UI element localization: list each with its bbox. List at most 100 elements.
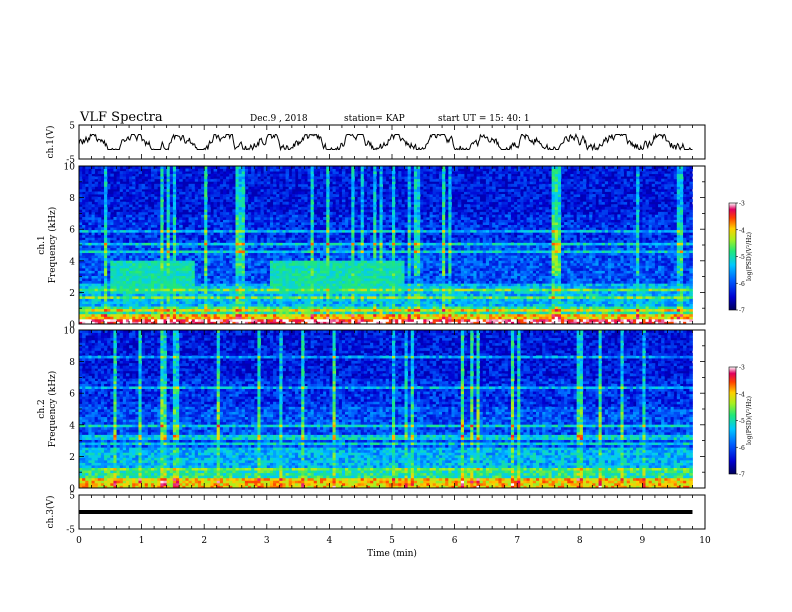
spectrogram-cell bbox=[270, 225, 274, 228]
spectrogram-cell bbox=[217, 212, 221, 215]
spectrogram-cell bbox=[267, 260, 271, 263]
spectrogram-cell bbox=[257, 171, 261, 174]
spectrogram-cell bbox=[295, 299, 299, 302]
spectrogram-cell bbox=[336, 207, 340, 210]
spectrogram-cell bbox=[336, 255, 340, 258]
spectrogram-cell bbox=[123, 202, 127, 205]
spectrogram-cell bbox=[148, 306, 152, 309]
spectrogram-cell bbox=[226, 197, 230, 200]
spectrogram-cell bbox=[226, 283, 230, 286]
spectrogram-cell bbox=[292, 250, 296, 253]
spectrogram-cell bbox=[236, 171, 240, 174]
spectrogram-cell bbox=[117, 184, 121, 187]
spectrogram-cell bbox=[229, 230, 233, 233]
spectrogram-cell bbox=[214, 181, 218, 184]
spectrogram-cell bbox=[270, 191, 274, 194]
spectrogram-cell bbox=[179, 199, 183, 202]
spectrogram-cell bbox=[126, 281, 130, 284]
spectrogram-cell bbox=[160, 291, 164, 294]
spectrogram-cell bbox=[164, 242, 168, 245]
spectrogram-cell bbox=[170, 174, 174, 177]
spectrogram-cell bbox=[279, 316, 283, 319]
spectrogram-cell bbox=[307, 207, 311, 210]
spectrogram-cell bbox=[336, 194, 340, 197]
spectrogram-cell bbox=[95, 316, 99, 319]
spectrogram-cell bbox=[336, 181, 340, 184]
spectrogram-cell bbox=[148, 179, 152, 182]
spectrogram-cell bbox=[104, 186, 108, 189]
spectrogram-cell bbox=[214, 309, 218, 312]
spectrogram-cell bbox=[204, 169, 208, 172]
spectrogram-cell bbox=[167, 311, 171, 314]
spectrogram-cell bbox=[304, 212, 308, 215]
spectrogram-cell bbox=[329, 240, 333, 243]
spectrogram-cell bbox=[311, 169, 315, 172]
spectrogram-cell bbox=[261, 202, 265, 205]
spectrogram-cell bbox=[185, 283, 189, 286]
spectrogram-cell bbox=[173, 220, 177, 223]
spectrogram-cell bbox=[210, 288, 214, 291]
spectrogram-cell bbox=[79, 240, 83, 243]
spectrogram-cell bbox=[170, 217, 174, 220]
spectrogram-cell bbox=[167, 255, 171, 258]
spectrogram-cell bbox=[286, 253, 290, 256]
spectrogram-cell bbox=[273, 250, 277, 253]
spectrogram-cell bbox=[351, 316, 355, 319]
spectrogram-cell bbox=[342, 227, 346, 230]
spectrogram-cell bbox=[311, 299, 315, 302]
spectrogram-cell bbox=[170, 176, 174, 179]
spectrogram-cell bbox=[251, 276, 255, 279]
spectrogram-cell bbox=[148, 276, 152, 279]
spectrogram-cell bbox=[276, 212, 280, 215]
spectrogram-cell bbox=[101, 293, 105, 296]
spectrogram-cell bbox=[138, 242, 142, 245]
spectrogram-cell bbox=[239, 237, 243, 240]
spectrogram-cell bbox=[164, 260, 168, 263]
spectrogram-cell bbox=[295, 240, 299, 243]
spectrogram-cell bbox=[82, 220, 86, 223]
spectrogram-cell bbox=[236, 222, 240, 225]
spectrogram-cell bbox=[298, 242, 302, 245]
spectrogram-cell bbox=[248, 207, 252, 210]
spectrogram-cell bbox=[210, 304, 214, 307]
spectrogram-cell bbox=[138, 186, 142, 189]
spectrogram-cell bbox=[164, 171, 168, 174]
spectrogram-cell bbox=[157, 199, 161, 202]
spectrogram-cell bbox=[98, 248, 102, 251]
spectrogram-cell bbox=[329, 293, 333, 296]
spectrogram-cell bbox=[82, 245, 86, 248]
spectrogram-cell bbox=[207, 242, 211, 245]
spectrogram-cell bbox=[176, 248, 180, 251]
spectrogram-cell bbox=[229, 220, 233, 223]
spectrogram-cell bbox=[92, 314, 96, 317]
spectrogram-cell bbox=[88, 179, 92, 182]
spectrogram-cell bbox=[304, 301, 308, 304]
spectrogram-cell bbox=[317, 265, 321, 268]
spectrogram-cell bbox=[167, 232, 171, 235]
spectrogram-cell bbox=[138, 184, 142, 187]
spectrogram-cell bbox=[160, 199, 164, 202]
spectrogram-cell bbox=[179, 222, 183, 225]
spectrogram-cell bbox=[301, 222, 305, 225]
spectrogram-cell bbox=[342, 260, 346, 263]
spectrogram-cell bbox=[104, 207, 108, 210]
spectrogram-cell bbox=[170, 235, 174, 238]
spectrogram-cell bbox=[226, 268, 230, 271]
spectrogram-cell bbox=[176, 301, 180, 304]
spectrogram-cell bbox=[286, 258, 290, 261]
spectrogram-cell bbox=[264, 278, 268, 281]
spectrogram-cell bbox=[189, 263, 193, 266]
spectrogram-cell bbox=[326, 227, 330, 230]
spectrogram-cell bbox=[326, 176, 330, 179]
spectrogram-cell bbox=[151, 240, 155, 243]
spectrogram-cell bbox=[129, 248, 133, 251]
spectrogram-cell bbox=[289, 258, 293, 261]
spectrogram-cell bbox=[135, 316, 139, 319]
spectrogram-cell bbox=[126, 171, 130, 174]
spectrogram-cell bbox=[248, 235, 252, 238]
spectrogram-cell bbox=[226, 220, 230, 223]
spectrogram-cell bbox=[160, 227, 164, 230]
spectrogram-cell bbox=[217, 288, 221, 291]
spectrogram-cell bbox=[264, 235, 268, 238]
spectrogram-cell bbox=[142, 217, 146, 220]
